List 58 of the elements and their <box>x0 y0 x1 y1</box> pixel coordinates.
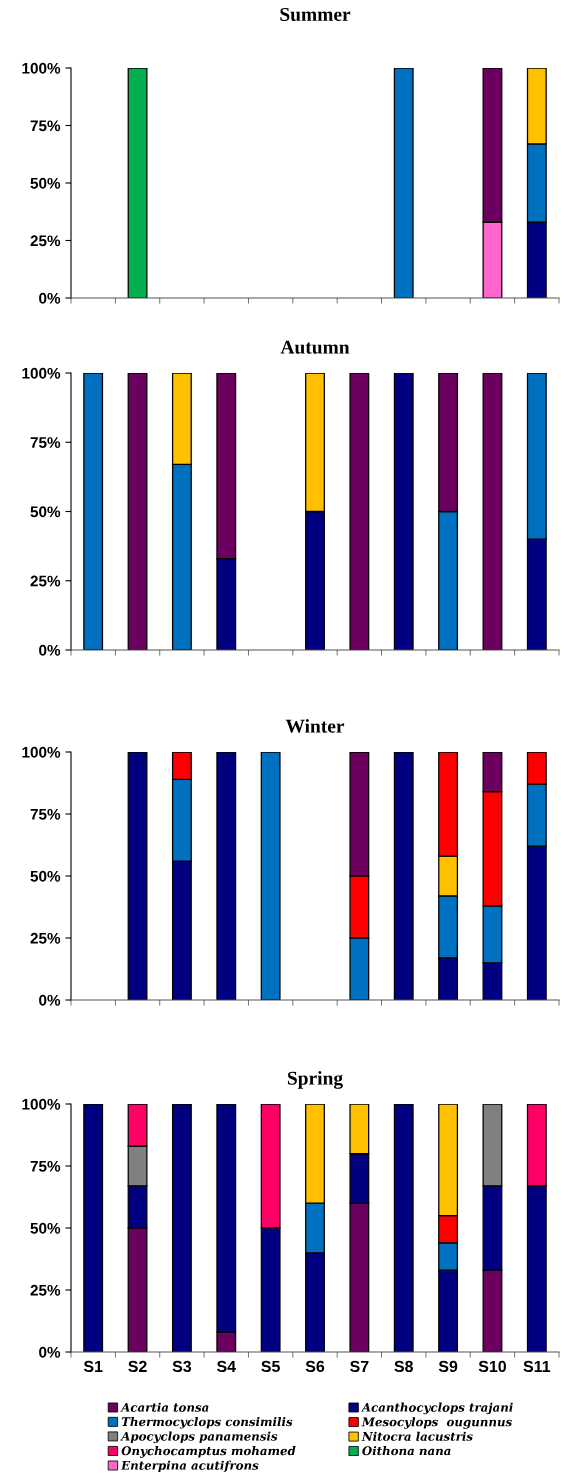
x-tick-label: S2 <box>128 1360 147 1373</box>
y-tick-label: 0% <box>39 1346 61 1358</box>
x-tick-label: S8 <box>394 1360 414 1373</box>
y-tick-label: 25% <box>30 932 61 944</box>
legend-label: Thermocyclops consimilis <box>121 1417 293 1429</box>
chart-title: Summer <box>280 7 351 22</box>
y-tick-label: 100% <box>22 1098 61 1110</box>
bar <box>482 373 503 650</box>
y-tick-label: 50% <box>30 177 61 189</box>
y-tick-label: 50% <box>30 1222 61 1234</box>
legend-label: Mesocylops ougunnus <box>361 1417 512 1429</box>
bar <box>349 373 370 650</box>
bar <box>393 68 414 298</box>
legend-label: Enterpina acutifrons <box>120 1460 259 1473</box>
bar <box>171 1104 192 1352</box>
chart-title: Winter <box>285 719 345 733</box>
x-tick-label: S10 <box>478 1360 507 1373</box>
x-tick-label: S4 <box>216 1360 236 1373</box>
legend-label: Onychocamptus mohamed <box>121 1446 296 1458</box>
y-tick-label: 75% <box>30 437 61 448</box>
bar <box>393 373 414 650</box>
bar <box>127 752 148 1000</box>
bar <box>127 373 148 650</box>
bar <box>393 752 414 1000</box>
y-tick-label: 0% <box>39 292 61 304</box>
y-tick-label: 100% <box>22 367 61 379</box>
chart-title: Spring <box>287 1071 343 1089</box>
y-tick-label: 50% <box>30 870 61 882</box>
y-tick-label: 0% <box>39 644 61 656</box>
y-tick-label: 75% <box>30 1160 61 1172</box>
x-tick-label: S5 <box>261 1360 280 1373</box>
y-tick-label: 75% <box>30 120 61 132</box>
y-tick-label: 100% <box>22 62 61 74</box>
y-tick-label: 75% <box>30 808 61 820</box>
chart-title: Autumn <box>280 340 350 354</box>
x-tick-label: S9 <box>438 1360 458 1373</box>
y-tick-label: 0% <box>39 994 61 1006</box>
bar <box>216 752 237 1000</box>
legend-label: Acartia tonsa <box>120 1402 209 1412</box>
bar <box>260 752 281 1000</box>
legend-label: Acanthocyclops trajani <box>360 1402 513 1415</box>
y-tick-label: 25% <box>30 1284 61 1296</box>
x-tick-label: S6 <box>305 1360 325 1373</box>
y-tick-label: 100% <box>22 746 61 758</box>
x-tick-label: S7 <box>350 1360 369 1373</box>
bar <box>83 1104 104 1352</box>
x-tick-label: S1 <box>83 1360 103 1373</box>
x-tick-label: S3 <box>172 1360 192 1373</box>
bar <box>393 1104 414 1352</box>
y-tick-label: 25% <box>30 575 61 587</box>
legend-label: Apocyclops panamensis <box>120 1431 278 1444</box>
x-tick-label: S11 <box>523 1360 551 1373</box>
y-tick-label: 50% <box>30 506 61 518</box>
legend-label: Nitocra lacustris <box>361 1431 473 1441</box>
legend-label: Oithona nana <box>362 1446 451 1456</box>
bar <box>127 68 148 298</box>
bar <box>83 373 104 650</box>
y-tick-label: 25% <box>30 235 61 247</box>
